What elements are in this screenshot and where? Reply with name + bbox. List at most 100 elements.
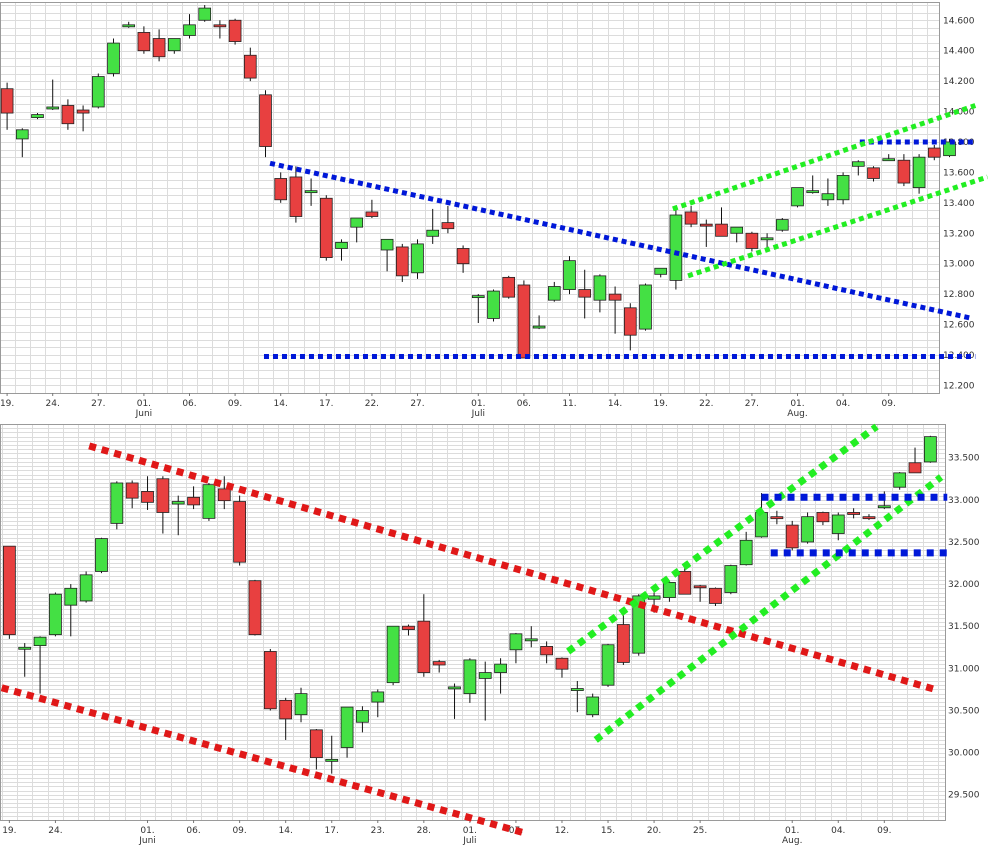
candle-body-up xyxy=(791,187,804,207)
candle-body-down xyxy=(847,512,861,515)
candle-body-down xyxy=(578,289,592,298)
candle-body-up xyxy=(294,693,308,716)
candle-body-up xyxy=(15,129,29,140)
y-tick-label: 12.800 xyxy=(943,290,975,300)
candle-body-down xyxy=(709,587,722,604)
candle-body-down xyxy=(76,109,90,114)
candle xyxy=(684,205,698,228)
candle xyxy=(79,571,93,603)
candle-body-up xyxy=(167,38,181,52)
candle-body-up xyxy=(340,706,354,748)
green-trendline xyxy=(566,423,879,655)
candle-body-down xyxy=(243,54,257,79)
candle xyxy=(821,178,835,206)
candle-body-down xyxy=(715,223,728,237)
bottom-candlestick-chart: 29.500 30.000 30.500 31.000 31.500 32.000 32.5… xyxy=(0,423,980,846)
candle xyxy=(816,511,830,526)
candle xyxy=(0,82,14,130)
candle xyxy=(233,495,247,566)
candle xyxy=(867,166,880,182)
candle-body-down xyxy=(365,211,379,217)
x-tick-label: 28. xyxy=(417,826,431,836)
x-tick-label: 20. xyxy=(647,826,661,836)
candle-body-up xyxy=(639,284,652,330)
candle-body-up xyxy=(110,482,124,524)
candle-body-down xyxy=(816,512,830,523)
candle-body-down xyxy=(217,488,231,502)
candle-body-down xyxy=(699,223,713,227)
candle xyxy=(228,18,242,45)
candle xyxy=(110,481,124,530)
candle-body-up xyxy=(335,241,348,249)
candle-body-up xyxy=(171,501,185,505)
candle-body-up xyxy=(831,514,845,534)
y-tick-label: 32.000 xyxy=(948,580,980,590)
candle xyxy=(494,658,507,694)
blue-trendline xyxy=(269,160,973,321)
candle xyxy=(125,480,139,509)
candle-body-up xyxy=(463,659,477,695)
red-trendline xyxy=(0,684,525,837)
x-tick-label: 01. xyxy=(137,399,151,409)
candle xyxy=(274,172,288,203)
candle xyxy=(632,594,646,656)
x-tick-label: 09. xyxy=(228,399,242,409)
candle xyxy=(639,283,652,331)
candle xyxy=(524,626,538,648)
candle xyxy=(923,435,937,463)
candle xyxy=(202,482,216,521)
candle-body-down xyxy=(289,176,303,217)
x-tick-label: 06. xyxy=(182,399,196,409)
candle xyxy=(745,231,759,252)
candle xyxy=(335,239,348,261)
x-tick-label: 19. xyxy=(2,826,16,836)
candle-body-up xyxy=(202,484,216,519)
x-tick-label: 14. xyxy=(608,399,622,409)
candle xyxy=(417,594,431,677)
candle xyxy=(167,38,181,54)
y-tick-label: 13.200 xyxy=(943,229,975,239)
x-tick-label: 09. xyxy=(232,826,246,836)
candle-body-up xyxy=(532,325,546,329)
candle-body-down xyxy=(187,496,200,506)
candle-body-down xyxy=(770,516,784,520)
candle xyxy=(791,187,804,208)
candle xyxy=(730,226,744,243)
candle xyxy=(882,154,896,162)
candle-body-down xyxy=(785,524,799,549)
x-tick-label: 09. xyxy=(877,826,891,836)
candle xyxy=(908,447,922,474)
candle-body-down xyxy=(213,24,227,28)
candle xyxy=(156,476,170,534)
candle-body-down xyxy=(432,661,446,666)
candle-body-down xyxy=(862,516,876,520)
green-trendline xyxy=(687,174,988,279)
y-tick-label: 12.200 xyxy=(943,381,975,391)
candle-body-up xyxy=(79,574,93,602)
candle xyxy=(593,274,607,313)
candle xyxy=(15,128,29,158)
candle-body-down xyxy=(616,624,630,663)
candle xyxy=(616,615,630,665)
candle-body-up xyxy=(478,672,492,679)
candle-body-down xyxy=(248,580,262,636)
candle xyxy=(122,21,136,28)
candle-body-up xyxy=(724,565,738,593)
candle-body-up xyxy=(943,141,956,157)
candle-body-up xyxy=(563,260,576,290)
candle xyxy=(171,495,185,536)
candle-body-up xyxy=(448,686,461,690)
y-tick-label: 12.600 xyxy=(943,321,975,331)
y-tick-label: 29.500 xyxy=(948,791,980,801)
candle xyxy=(806,175,820,194)
candle xyxy=(709,587,722,606)
candle-body-up xyxy=(494,663,507,673)
candle xyxy=(623,303,637,351)
x-tick-label: 01. xyxy=(790,399,804,409)
y-tick-label: 13.000 xyxy=(943,260,975,270)
x-tick-label: 04. xyxy=(831,826,845,836)
trendlines xyxy=(0,423,948,837)
candle-body-up xyxy=(882,158,896,162)
candle-body-down xyxy=(927,147,941,158)
candle xyxy=(540,641,554,664)
